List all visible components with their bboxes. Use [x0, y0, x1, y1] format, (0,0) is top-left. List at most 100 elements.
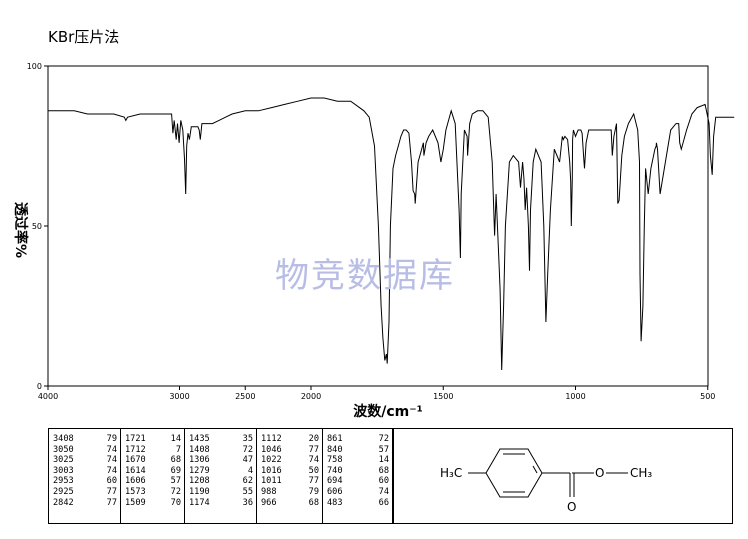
- peak-transmittance: 20: [308, 434, 319, 444]
- peak-wavenumber: 3003: [53, 465, 74, 476]
- peak-wavenumber: 1614: [125, 465, 146, 476]
- peak-row: 1208 62: [189, 476, 253, 487]
- peak-transmittance: 77: [106, 486, 117, 497]
- y-axis: 0 50 100: [27, 62, 48, 391]
- peak-wavenumber: 1606: [125, 476, 146, 487]
- peak-transmittance: 72: [170, 486, 181, 497]
- peak-wavenumber: 3050: [53, 444, 74, 455]
- peak-row: 2925 77: [53, 487, 117, 498]
- peak-transmittance: 74: [106, 465, 117, 476]
- peak-row: 3003 74: [53, 466, 117, 477]
- peak-transmittance: 79: [308, 486, 319, 497]
- peak-wavenumber: 1022: [261, 455, 282, 466]
- peak-row: 2953 60: [53, 476, 117, 487]
- peak-transmittance: 50: [308, 465, 319, 476]
- peak-transmittance: 60: [378, 476, 389, 487]
- peak-transmittance: 72: [242, 444, 253, 455]
- peak-row: 758 14: [327, 455, 389, 466]
- peak-transmittance: 74: [106, 444, 117, 455]
- peak-wavenumber: 740: [327, 465, 343, 476]
- peak-transmittance: 77: [308, 476, 319, 487]
- peak-transmittance: 68: [170, 455, 181, 466]
- peak-transmittance: 36: [242, 497, 253, 508]
- peak-row: 3408 79: [53, 434, 117, 445]
- peak-wavenumber: 2842: [53, 497, 74, 508]
- peak-transmittance: 68: [308, 497, 319, 508]
- peak-wavenumber: 1208: [189, 476, 210, 487]
- peak-row: 988 79: [261, 487, 319, 498]
- peak-column: 1112 20 1046 77 1022 74 1016 50 1011 77 988 79 966 68: [257, 429, 323, 523]
- peak-wavenumber: 1408: [189, 444, 210, 455]
- peak-wavenumber: 1016: [261, 465, 282, 476]
- peak-transmittance: 72: [378, 434, 389, 444]
- peak-row: 1435 35: [189, 434, 253, 445]
- peak-row: 3050 74: [53, 445, 117, 456]
- peak-row: 1306 47: [189, 455, 253, 466]
- peak-transmittance: 74: [378, 486, 389, 497]
- peak-transmittance: 66: [378, 497, 389, 508]
- peak-transmittance: 77: [308, 444, 319, 455]
- spectrum-series-line: [48, 97, 735, 371]
- y-axis-label: 透过率%: [12, 202, 29, 258]
- peak-column: 1721 14 1712 7 1670 68 1614 69 1606 57 1573 72 1509 7…: [121, 429, 185, 523]
- peak-wavenumber: 2925: [53, 486, 74, 497]
- y-tick-label: 0: [37, 382, 42, 391]
- peak-row: 1573 72: [125, 487, 181, 498]
- peak-wavenumber: 1670: [125, 455, 146, 466]
- peak-wavenumber: 1435: [189, 434, 210, 444]
- peak-wavenumber: 3408: [53, 434, 74, 444]
- peak-table: 3408 79 3050 74 3025 74 3003 74 2953 60 2925 77 2842…: [48, 428, 393, 524]
- x-axis: 4000 3000 2500 2000 1500 1000 500: [38, 386, 715, 401]
- peak-wavenumber: 1306: [189, 455, 210, 466]
- peak-row: 1174 36: [189, 498, 253, 509]
- peak-transmittance: 70: [170, 497, 181, 508]
- peak-wavenumber: 606: [327, 486, 343, 497]
- peak-wavenumber: 861: [327, 434, 343, 444]
- peak-row: 1022 74: [261, 455, 319, 466]
- structure-right-group: CH₃: [630, 466, 652, 480]
- peak-column: 3408 79 3050 74 3025 74 3003 74 2953 60 2925 77 2842…: [49, 429, 121, 523]
- peak-row: 1279 4: [189, 466, 253, 477]
- peak-transmittance: 35: [242, 434, 253, 444]
- peak-row: 1011 77: [261, 476, 319, 487]
- peak-transmittance: 69: [170, 465, 181, 476]
- peak-wavenumber: 1174: [189, 497, 210, 508]
- peak-column: 1435 35 1408 72 1306 47 1279 4 1208 62 1190 55 1174 3…: [185, 429, 257, 523]
- peak-transmittance: 14: [170, 434, 181, 444]
- peak-wavenumber: 2953: [53, 476, 74, 487]
- structure-left-group: H₃C: [440, 466, 462, 480]
- x-axis-label: 波数/cm⁻¹: [353, 403, 423, 420]
- peak-transmittance: 77: [106, 497, 117, 508]
- peak-wavenumber: 1190: [189, 486, 210, 497]
- x-tick-label: 2500: [235, 392, 255, 401]
- peak-row: 606 74: [327, 487, 389, 498]
- x-tick-label: 1000: [565, 392, 585, 401]
- peak-row: 966 68: [261, 498, 319, 509]
- peak-row: 2842 77: [53, 498, 117, 509]
- peak-transmittance: 7: [175, 444, 181, 455]
- peak-wavenumber: 966: [261, 497, 277, 508]
- structure-ester-oxygen: O: [595, 466, 604, 480]
- peak-row: 1614 69: [125, 466, 181, 477]
- peak-wavenumber: 1509: [125, 497, 146, 508]
- peak-transmittance: 62: [242, 476, 253, 487]
- x-tick-label: 4000: [38, 392, 58, 401]
- peak-row: 3025 74: [53, 455, 117, 466]
- peak-transmittance: 55: [242, 486, 253, 497]
- peak-transmittance: 57: [378, 444, 389, 455]
- peak-wavenumber: 694: [327, 476, 343, 487]
- peak-wavenumber: 3025: [53, 455, 74, 466]
- x-tick-label: 1500: [433, 392, 453, 401]
- x-tick-label: 3000: [169, 392, 189, 401]
- peak-row: 1408 72: [189, 445, 253, 456]
- peak-row: 1670 68: [125, 455, 181, 466]
- peak-row: 1046 77: [261, 445, 319, 456]
- method-title: KBr压片法: [48, 28, 120, 46]
- peak-transmittance: 57: [170, 476, 181, 487]
- peak-row: 1509 70: [125, 498, 181, 509]
- peak-transmittance: 14: [378, 455, 389, 466]
- peak-transmittance: 79: [106, 434, 117, 444]
- methyl-4-methylbenzoate-structure: H₃C O O CH₃: [440, 448, 652, 514]
- peak-wavenumber: 1112: [261, 434, 282, 444]
- structure-box: H₃C O O CH₃: [393, 428, 733, 524]
